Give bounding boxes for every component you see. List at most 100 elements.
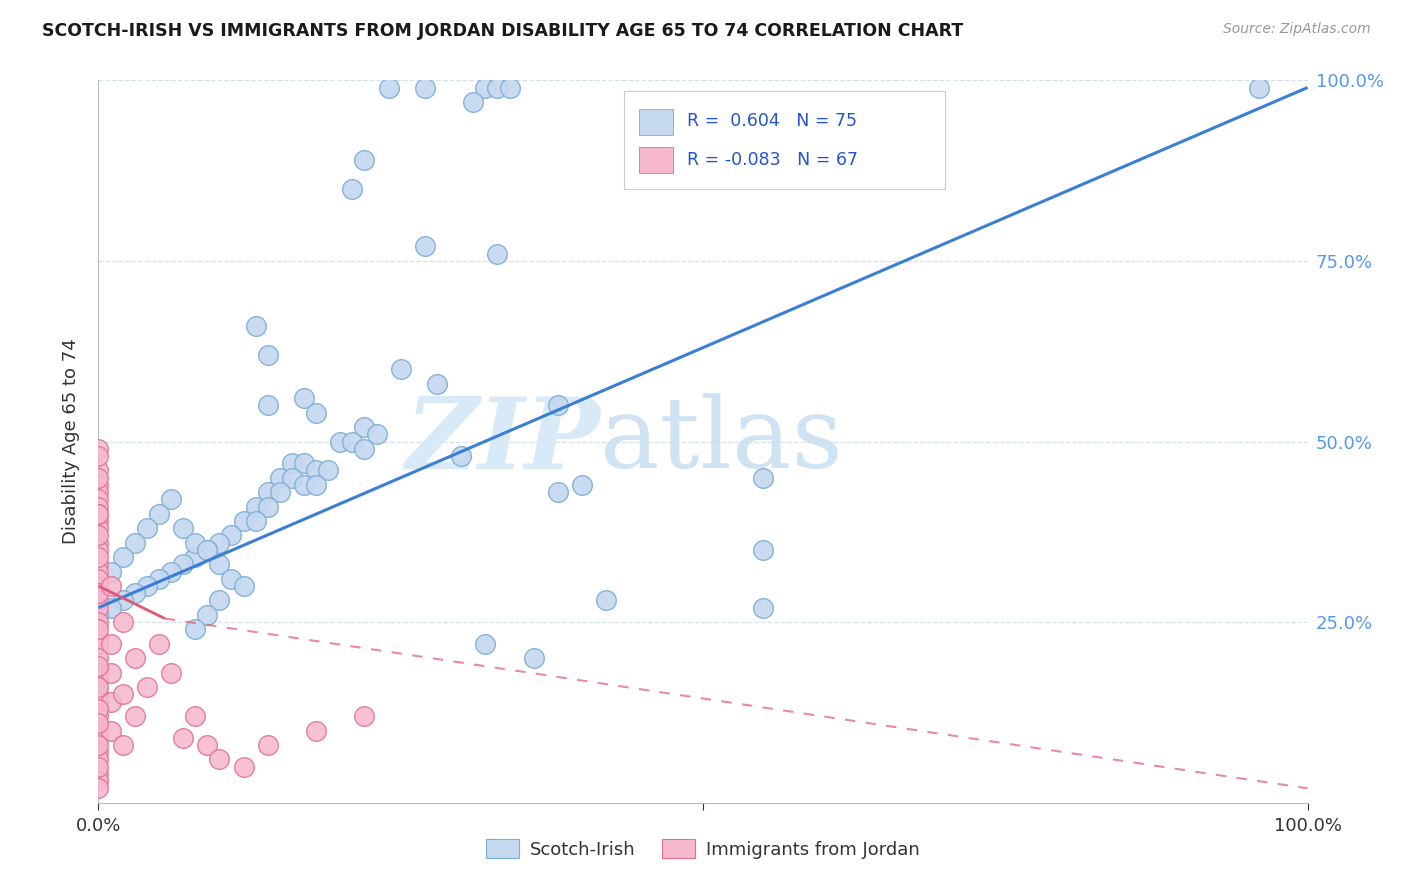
Point [87,550,110,565]
Point [87,702,110,716]
Point [124,535,146,549]
Point [377,80,399,95]
Point [87,470,110,484]
Point [316,463,339,477]
Point [172,731,194,745]
Point [305,478,328,492]
Point [256,500,278,514]
Point [100,565,122,579]
Point [87,680,110,694]
Point [486,246,509,260]
Point [87,731,110,745]
Point [87,774,110,789]
Point [752,600,775,615]
Text: ZIP: ZIP [405,393,600,490]
Point [256,348,278,362]
Point [463,95,485,109]
Bar [638,109,673,136]
Point [124,586,146,600]
Bar [638,147,673,173]
Point [148,572,170,586]
Point [148,637,170,651]
Point [87,528,110,542]
Text: SCOTCH-IRISH VS IMMIGRANTS FROM JORDAN DISABILITY AGE 65 TO 74 CORRELATION CHART: SCOTCH-IRISH VS IMMIGRANTS FROM JORDAN D… [42,22,963,40]
Text: Source: ZipAtlas.com: Source: ZipAtlas.com [1223,22,1371,37]
Point [100,637,122,651]
Point [292,478,315,492]
Point [366,427,388,442]
Point [450,449,472,463]
Point [353,420,375,434]
Point [195,542,218,557]
Point [87,449,110,463]
Point [305,406,328,420]
Point [184,709,207,723]
Point [245,500,267,514]
Point [389,362,412,376]
Point [474,637,496,651]
Point [87,521,110,535]
Point [523,651,546,665]
Point [87,565,110,579]
Point [87,572,110,586]
Point [426,376,449,391]
Point [124,709,146,723]
Point [87,738,110,752]
Point [111,687,134,701]
Point [172,558,194,572]
Point [305,723,328,738]
Point [269,470,291,484]
Point [87,586,110,600]
Point [100,579,122,593]
Point [342,434,364,449]
Point [135,680,157,694]
Point [208,593,231,607]
Point [111,593,134,607]
Point [87,745,110,759]
Point [87,630,110,644]
Point [87,485,110,500]
Point [498,80,520,95]
Point [87,723,110,738]
Point [353,153,375,167]
Point [486,80,509,95]
Point [124,651,146,665]
Point [87,695,110,709]
Point [87,767,110,781]
Point [87,716,110,731]
Point [87,665,110,680]
Point [353,442,375,456]
Text: atlas: atlas [600,393,844,490]
Point [595,593,617,607]
Text: R = -0.083   N = 67: R = -0.083 N = 67 [688,151,858,169]
Point [87,535,110,549]
Point [195,542,218,557]
Point [87,781,110,796]
Point [87,579,110,593]
Point [100,665,122,680]
Point [232,579,254,593]
Point [87,607,110,622]
Point [269,485,291,500]
Point [256,485,278,500]
Point [87,579,110,593]
Point [100,723,122,738]
Point [184,550,207,565]
Point [87,651,110,665]
Point [353,709,375,723]
Point [87,658,110,673]
Point [292,456,315,470]
Point [281,470,304,484]
Point [195,738,218,752]
Point [413,239,436,253]
Point [87,637,110,651]
Point [256,398,278,412]
Point [172,521,194,535]
Point [474,80,496,95]
Point [87,760,110,774]
Point [87,492,110,507]
Point [221,572,243,586]
Point [135,521,157,535]
Point [100,600,122,615]
Point [221,528,243,542]
